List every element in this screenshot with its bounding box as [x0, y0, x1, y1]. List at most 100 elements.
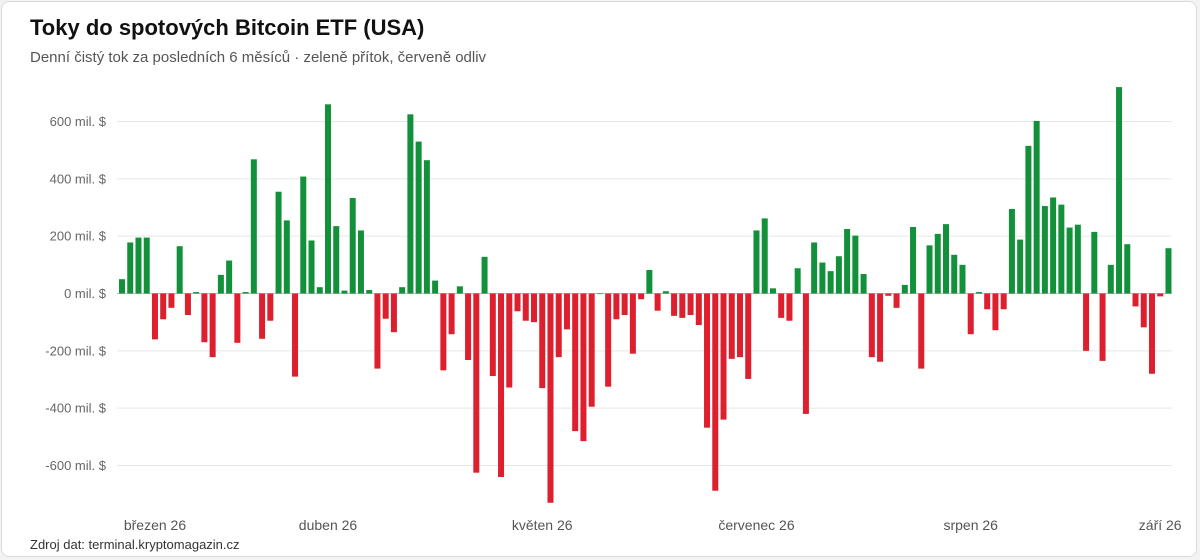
inflow-bar: [943, 224, 949, 294]
inflow-bar: [959, 264, 966, 294]
outflow-bar: [638, 293, 645, 300]
outflow-bar: [498, 293, 505, 477]
outflow-bar: [234, 293, 241, 343]
outflow-bar: [473, 293, 480, 473]
outflow-bar: [506, 293, 513, 388]
inflow-bar: [193, 292, 200, 294]
outflow-bar: [209, 293, 216, 358]
inflow-bar: [827, 271, 834, 294]
inflow-bar: [769, 288, 776, 294]
outflow-bar: [1140, 293, 1147, 328]
outflow-bar: [588, 293, 595, 407]
outflow-bar: [679, 293, 686, 318]
inflow-bar: [860, 274, 867, 294]
y-tick-label: -400 mil. $: [45, 401, 106, 416]
outflow-bar: [184, 293, 191, 315]
outflow-bar: [555, 293, 562, 358]
outflow-bar: [531, 293, 537, 323]
outflow-bar: [720, 293, 727, 420]
inflow-bar: [811, 242, 818, 294]
inflow-bar: [761, 218, 768, 294]
outflow-bar: [868, 293, 875, 358]
inflow-bar: [300, 176, 307, 294]
outflow-bar: [786, 293, 793, 321]
outflow-bar: [572, 293, 579, 432]
outflow-bar: [382, 293, 389, 319]
inflow-bar: [366, 290, 373, 294]
chart-title: Toky do spotových Bitcoin ETF (USA): [30, 15, 425, 40]
inflow-bar: [1050, 197, 1057, 294]
inflow-bar: [456, 286, 463, 294]
outflow-bar: [1000, 293, 1007, 310]
inflow-bar: [934, 233, 941, 294]
inflow-bar: [1066, 227, 1073, 294]
inflow-bar: [127, 242, 134, 294]
inflow-bar: [646, 269, 653, 294]
outflow-bar: [671, 293, 678, 316]
x-month-label: březen 26: [124, 517, 186, 533]
inflow-bar: [316, 287, 323, 294]
outflow-bar: [1132, 293, 1139, 307]
inflow-bar: [143, 237, 150, 294]
inflow-bar: [1116, 87, 1123, 294]
outflow-bar: [448, 293, 455, 335]
inflow-bar: [910, 226, 917, 294]
outflow-bar: [745, 293, 752, 379]
inflow-bar: [844, 229, 851, 294]
outflow-bar: [728, 293, 735, 359]
x-month-label: srpen 26: [943, 517, 998, 533]
outflow-bar: [877, 293, 884, 362]
y-tick-label: 0 mil. $: [64, 286, 107, 301]
inflow-bar: [596, 293, 603, 295]
outflow-bar: [885, 293, 892, 296]
inflow-bar: [423, 160, 430, 294]
inflow-bar: [1058, 204, 1065, 294]
outflow-bar: [1083, 293, 1090, 351]
outflow-bar: [629, 293, 636, 354]
outflow-bar: [259, 293, 266, 339]
outflow-bar: [687, 293, 694, 315]
outflow-bar: [802, 293, 809, 414]
inflow-bar: [662, 291, 669, 294]
outflow-bar: [737, 293, 743, 358]
inflow-bar: [357, 230, 364, 294]
outflow-bar: [1149, 293, 1155, 374]
inflow-bar: [119, 279, 125, 294]
inflow-bar: [341, 290, 348, 294]
outflow-bar: [489, 293, 496, 377]
inflow-bar: [835, 256, 842, 294]
outflow-bar: [580, 293, 587, 442]
outflow-bar: [1099, 293, 1106, 361]
outflow-bar: [712, 293, 719, 491]
x-month-label: červenec 26: [718, 517, 794, 533]
outflow-bar: [984, 293, 991, 310]
y-tick-label: 200 mil. $: [50, 229, 107, 244]
outflow-bar: [654, 293, 661, 311]
outflow-bar: [778, 293, 785, 318]
outflow-bar: [160, 293, 167, 320]
outflow-bar: [992, 293, 999, 331]
outflow-bar: [695, 293, 702, 326]
outflow-bar: [547, 293, 554, 503]
inflow-bar: [1091, 231, 1098, 294]
outflow-bar: [704, 293, 711, 428]
inflow-bar: [333, 226, 340, 294]
outflow-bar: [967, 293, 974, 335]
outflow-bar: [893, 293, 900, 308]
inflow-bar: [481, 256, 488, 294]
outflow-bar: [168, 293, 175, 308]
outflow-bar: [390, 293, 397, 333]
inflow-bar: [794, 268, 801, 294]
outflow-bar: [918, 293, 925, 369]
y-tick-label: -600 mil. $: [45, 458, 106, 473]
inflow-bar: [1008, 208, 1015, 294]
outflow-bar: [151, 293, 158, 340]
outflow-bar: [292, 293, 299, 377]
inflow-bar: [1033, 120, 1040, 294]
inflow-bar: [819, 262, 826, 294]
outflow-bar: [1157, 293, 1164, 297]
outflow-bar: [522, 293, 529, 321]
inflow-bar: [1165, 248, 1172, 294]
x-month-label: duben 26: [299, 517, 358, 533]
